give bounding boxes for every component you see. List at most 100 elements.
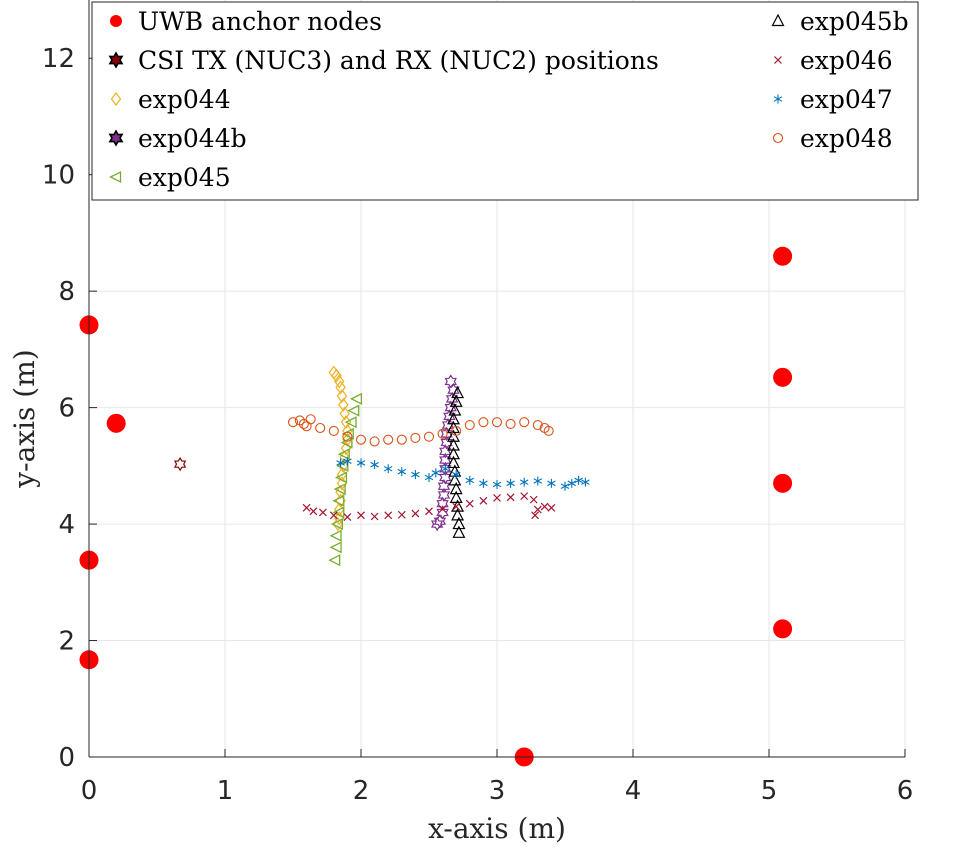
x-stroke [438,505,447,513]
y-tick-label: 0 [58,743,75,773]
asterisk-stroke [567,478,577,488]
data-point [383,434,394,445]
data-marks [79,163,793,767]
x-stroke [529,495,538,504]
asterisk-stroke [574,475,583,485]
legend-marker [771,13,785,27]
legend-marker [108,51,124,69]
data-point [349,392,363,405]
data-point [441,464,450,474]
x-tick-label: 2 [353,776,370,806]
data-point [479,496,488,505]
data-point [396,434,407,445]
asterisk-stroke [465,475,475,485]
x-stroke [547,503,556,512]
legend-label: exp044 [138,85,231,114]
asterisk-stroke [397,467,407,477]
data-point [397,467,407,477]
x-stroke [302,503,311,512]
data-point [331,368,342,383]
x-stroke [343,513,352,522]
data-point [465,475,475,485]
data-point [318,508,327,517]
data-point [446,446,460,460]
asterisk-stroke [581,477,590,487]
data-point [506,493,515,502]
data-point [451,425,462,436]
asterisk-stroke [356,458,366,468]
data-point [298,418,309,429]
asterisk-stroke [383,464,393,474]
data-point [287,417,299,428]
data-point [437,428,448,439]
data-point [464,420,475,431]
data-point [547,503,556,512]
x-tick-label: 1 [217,776,234,806]
asterisk-stroke [424,472,434,482]
data-point [383,464,393,474]
data-point [106,413,126,433]
data-point [357,511,365,520]
legend-marker [110,92,122,106]
data-point [305,414,316,425]
data-point [478,417,489,428]
legend-label: exp045b [800,7,909,36]
y-tick-label: 6 [58,394,75,424]
data-point [567,478,577,488]
x-stroke [397,510,406,519]
legend-entry: exp046 [774,46,893,75]
y-tick-label: 10 [42,161,75,191]
asterisk-stroke [533,476,543,486]
data-point [332,517,344,532]
asterisk-stroke [441,464,450,474]
legend-entry: exp048 [772,124,893,153]
x-stroke [411,509,420,518]
x-stroke [370,512,379,521]
data-point [309,507,318,516]
asterisk-stroke [370,460,379,470]
data-point [341,427,354,440]
data-point [520,492,529,501]
data-point [302,503,311,512]
data-point [506,478,515,488]
legend-label: CSI TX (NUC3) and RX (NUC2) positions [138,46,659,75]
asterisk-stroke [479,478,488,488]
data-point [411,509,420,518]
x-stroke [533,505,542,514]
y-tick-label: 8 [58,277,75,307]
legend-entry: CSI TX (NUC3) and RX (NUC2) positions [108,46,659,75]
data-point [431,468,441,478]
data-point [337,448,350,461]
data-point [430,516,444,532]
data-point [438,505,447,513]
legend-marker [773,94,783,104]
asterisk-stroke [431,468,441,478]
asterisk-stroke [547,478,556,488]
data-point [344,416,357,429]
data-point [332,494,345,507]
data-point [505,418,516,429]
data-point [315,422,326,434]
legend-marker [108,129,124,147]
data-point [384,511,393,520]
series-exp045 [328,392,363,567]
data-point [446,438,460,451]
data-point [369,436,380,447]
legend-entry: exp044 [110,85,231,114]
data-point [340,436,353,449]
data-point [519,477,529,487]
series-exp046 [302,492,556,522]
legend-box [91,1,919,201]
data-point [529,495,538,504]
data-point [356,458,366,468]
legend-marker [110,15,122,27]
x-stroke [506,493,515,502]
y-tick-label: 4 [58,510,75,540]
data-point [343,456,352,466]
legend-entry: UWB anchor nodes [110,7,382,36]
data-point [540,502,549,511]
x-stroke [520,492,529,501]
data-point [543,425,554,436]
